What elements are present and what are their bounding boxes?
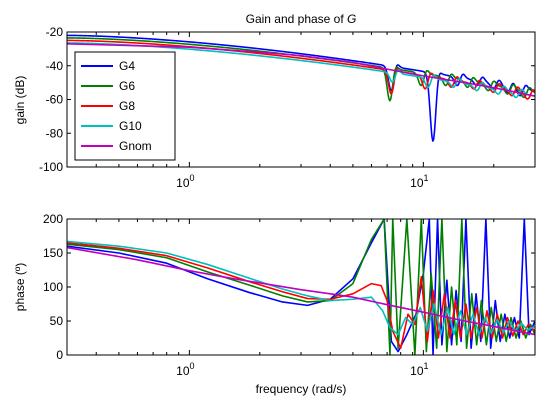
ytick-label: 150 [43, 246, 63, 260]
legend-label-g4: G4 [119, 59, 135, 73]
ytick-label: 0 [56, 348, 63, 362]
phase-axes: 0 50 100 150 200 100 101 [43, 212, 536, 378]
xtick-label: 101 [410, 361, 428, 378]
phase-ylabel: phase (º) [13, 263, 27, 311]
chart-title-prefix: Gain and phase of [246, 12, 347, 26]
legend-label-gnom: Gnom [119, 139, 152, 153]
series-line-g10 [67, 240, 535, 336]
legend-label-g10: G10 [119, 119, 142, 133]
xtick-label: 100 [176, 361, 194, 378]
ytick-label: -20 [46, 25, 64, 39]
series-group [67, 219, 535, 355]
series-line-gnom [67, 43, 535, 97]
gain-ylabel: gain (dB) [13, 76, 27, 125]
legend: G4 G6 G8 G10 Gnom [74, 51, 176, 161]
series-line-gnom [67, 246, 535, 336]
series-line-g8 [67, 39, 535, 100]
ytick-label: -40 [46, 59, 64, 73]
legend-label-g8: G8 [119, 99, 135, 113]
series-line-g4 [67, 34, 535, 142]
chart-title: Gain and phase of G [246, 12, 357, 26]
chart-title-symbol: G [347, 12, 356, 26]
xtick-label: 101 [410, 173, 428, 190]
ytick-label: -60 [46, 93, 64, 107]
ytick-label: -100 [39, 160, 63, 174]
ytick-label: 200 [43, 212, 63, 226]
frequency-xlabel: frequency (rad/s) [256, 382, 347, 396]
series-group [67, 34, 535, 142]
ytick-label: -80 [46, 126, 64, 140]
legend-label-g6: G6 [119, 79, 135, 93]
xtick-label: 100 [176, 173, 194, 190]
ytick-label: 50 [50, 314, 64, 328]
ytick-label: 100 [43, 280, 63, 294]
